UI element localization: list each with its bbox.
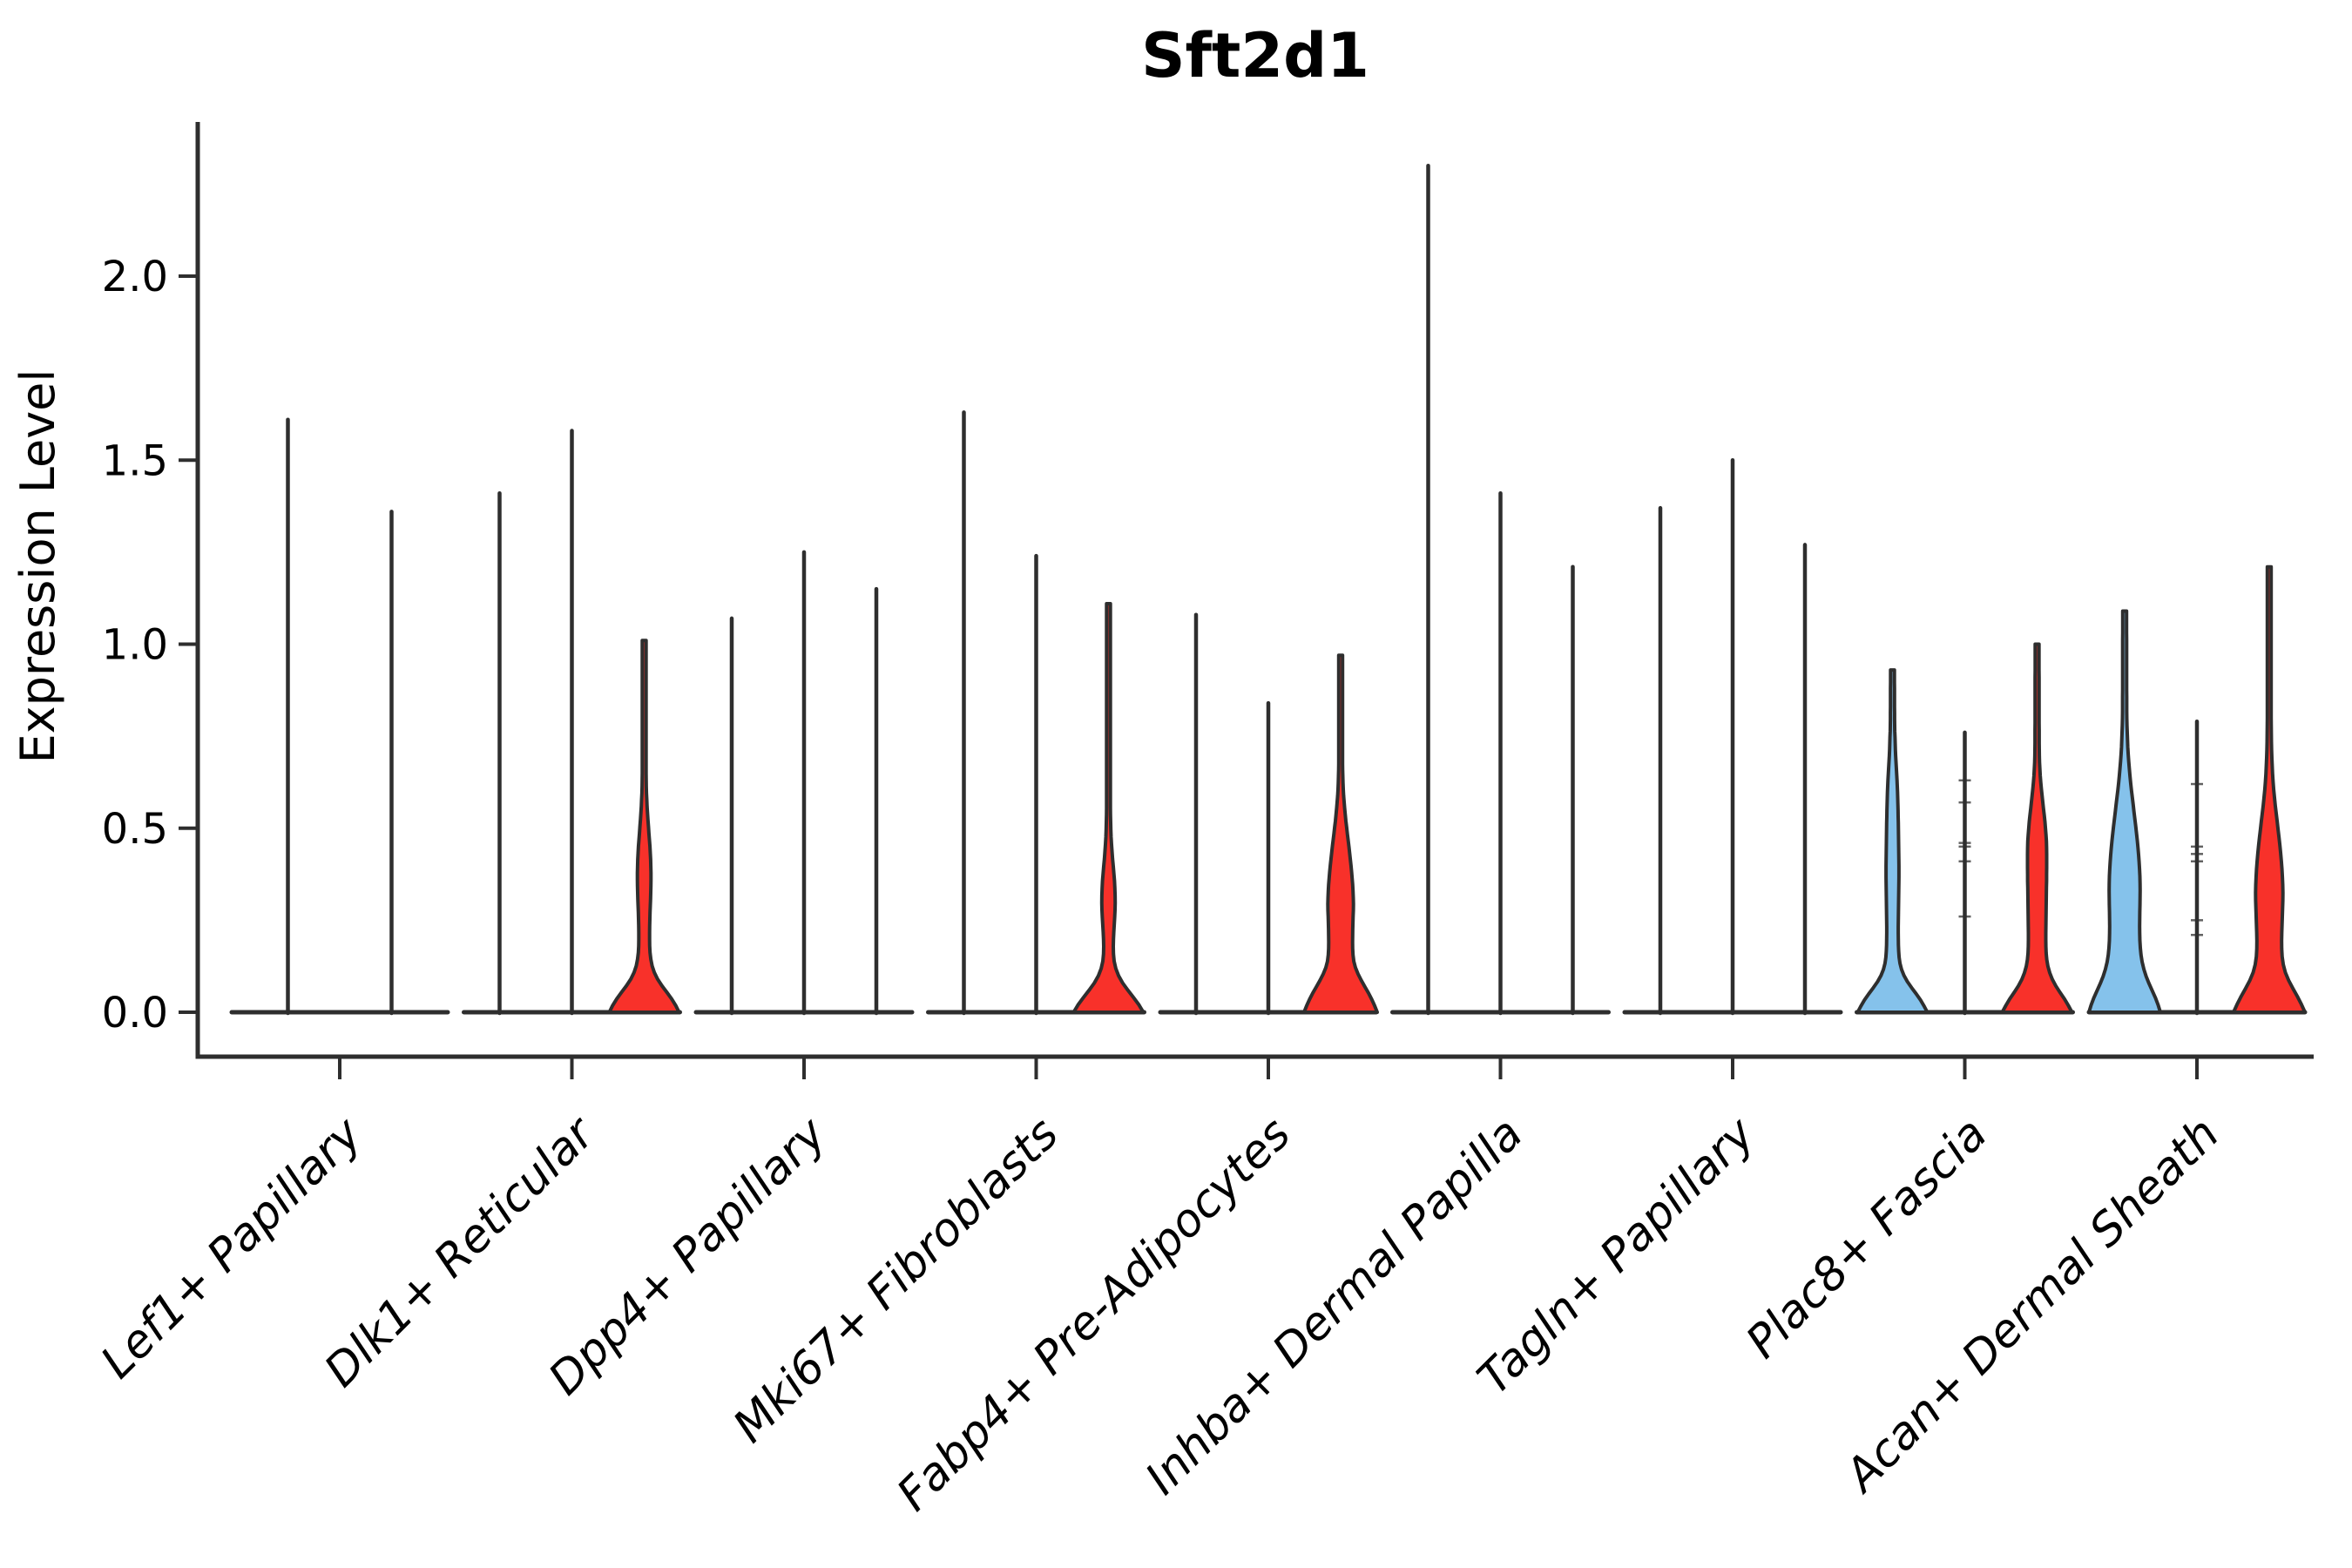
violin-body-red	[1071, 602, 1146, 1014]
x-tick-label: Plac8+ Fascia	[1736, 1108, 1997, 1369]
violin-body-blue	[2087, 609, 2162, 1014]
y-axis-label: Expression Level	[10, 369, 65, 764]
y-tick-label: 1.0	[102, 621, 168, 670]
y-tick-label: 0.5	[102, 805, 168, 854]
x-tick-label: Acan+ Dermal Sheath	[1834, 1108, 2229, 1504]
violin-body-red	[2232, 564, 2307, 1014]
chart-title: Sft2d1	[1141, 20, 1369, 91]
y-tick-label: 2.0	[102, 253, 168, 301]
violin-body-red	[607, 639, 681, 1014]
y-tick-label: 1.5	[102, 436, 168, 485]
x-tick-label: Inhba+ Dermal Papilla	[1136, 1108, 1533, 1505]
x-tick-label: Fabp4+ Pre-Adipocytes	[888, 1108, 1301, 1522]
violin-body-red	[2000, 642, 2074, 1014]
violin-body-red	[1302, 653, 1379, 1014]
violin-body-blue	[1855, 668, 1930, 1014]
y-tick-label: 0.0	[102, 989, 168, 1037]
